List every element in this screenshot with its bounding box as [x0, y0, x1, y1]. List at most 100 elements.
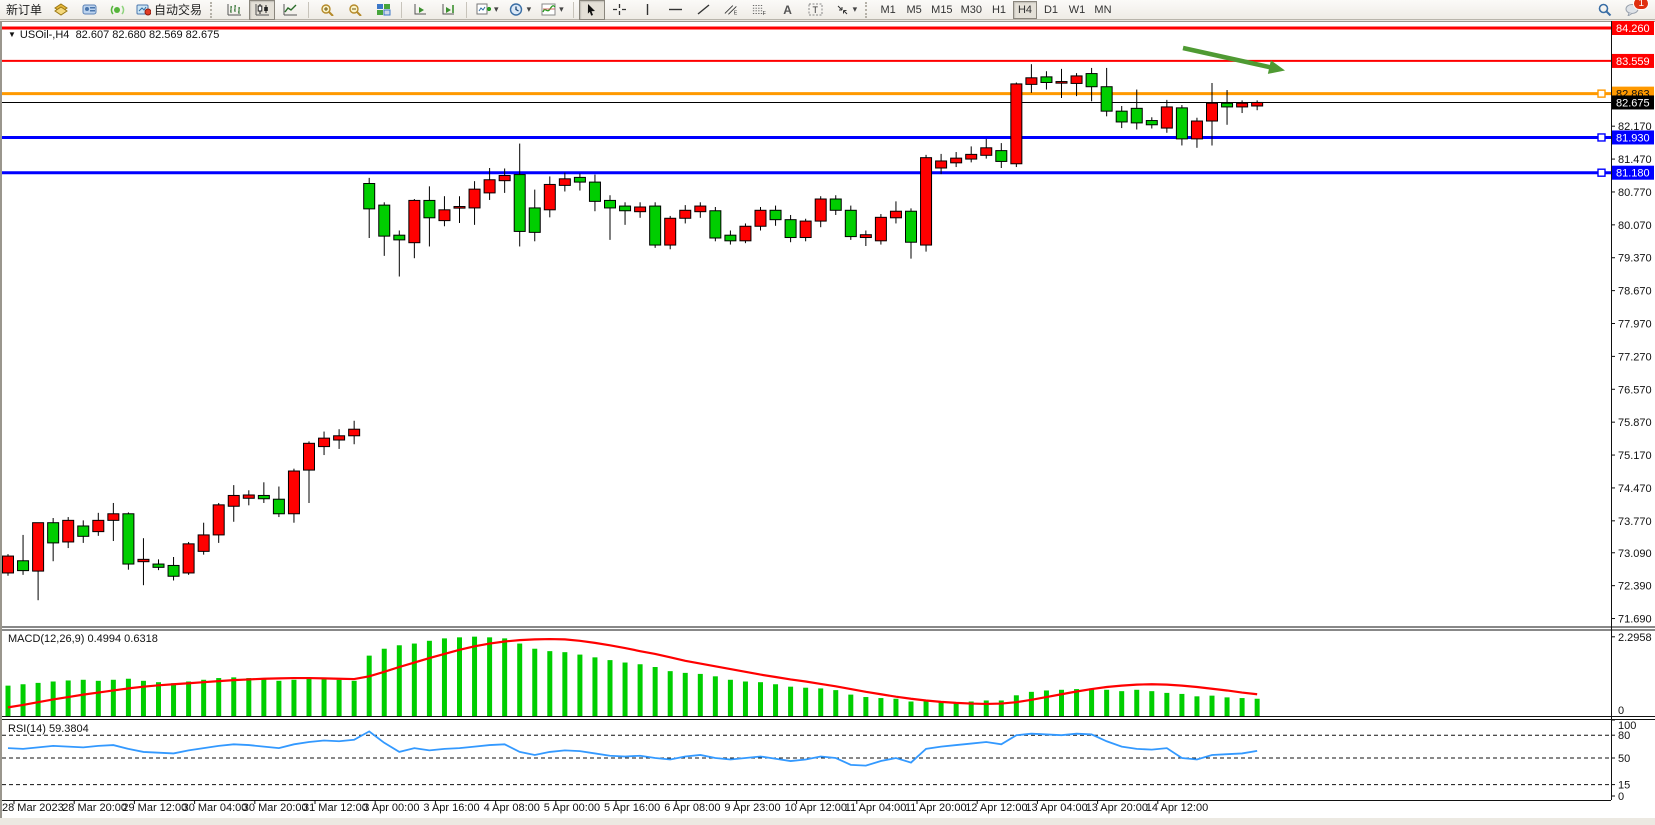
line-handle[interactable] — [1597, 168, 1606, 177]
time-axis-label: 28 Mar 2023 — [2, 802, 64, 814]
price-axis-label: 77.270 — [1618, 351, 1652, 363]
time-axis-label: 30 Mar 04:00 — [183, 802, 248, 814]
fibonacci-icon[interactable]: F — [747, 0, 773, 20]
text-icon[interactable]: A — [783, 2, 792, 17]
search-icon[interactable] — [1591, 0, 1617, 20]
timeframe-m30[interactable]: M30 — [958, 1, 985, 19]
trendline-icon[interactable] — [691, 0, 717, 20]
time-axis-label: 13 Apr 04:00 — [1025, 802, 1087, 814]
cursor-icon[interactable] — [578, 0, 605, 20]
chat-button[interactable]: 1 — [1619, 0, 1649, 20]
indicators-button[interactable]: ▾ — [537, 0, 568, 20]
timeframe-m15[interactable]: M15 — [928, 1, 955, 19]
rsi-scale-label: 80 — [1618, 730, 1630, 742]
time-axis-label: 3 Apr 00:00 — [363, 802, 419, 814]
zoom-out-icon[interactable] — [342, 0, 368, 20]
macd-scale-max: 2.2958 — [1618, 632, 1652, 644]
time-axis-label: 14 Apr 12:00 — [1146, 802, 1208, 814]
new-order-button[interactable]: 新订单 — [2, 1, 46, 19]
price-axis-label: 77.970 — [1618, 319, 1652, 331]
chart-window[interactable]: 82.170 81.470 80.770 80.070 79.370 78.670 77.9… — [0, 21, 1655, 818]
arrows-icon[interactable]: ▾ — [831, 0, 862, 20]
rsi-pane — [2, 730, 1611, 786]
chart-title: ▼ USOil-,H4 82.607 82.680 82.569 82.675 — [8, 29, 219, 41]
chart-shift-icon[interactable] — [435, 0, 461, 20]
signals-icon[interactable] — [104, 0, 130, 20]
tile-windows-icon[interactable] — [370, 0, 396, 20]
macd-scale-zero: 0 — [1618, 705, 1624, 717]
price-level-badge: 81.930 — [1616, 132, 1650, 144]
time-axis-label: 31 Mar 12:00 — [303, 802, 368, 814]
candlestick-chart-icon[interactable] — [249, 0, 276, 20]
time-axis-label: 5 Apr 16:00 — [604, 802, 660, 814]
price-axis-label: 73.090 — [1618, 548, 1652, 560]
bar-chart-icon[interactable] — [221, 0, 247, 20]
macd-pane — [5, 636, 1260, 716]
timeframe-w1[interactable]: W1 — [1065, 1, 1089, 19]
price-axis-label: 75.870 — [1618, 417, 1652, 429]
new-chart-button[interactable]: ▾ — [472, 0, 503, 20]
price-level-badge: 83.559 — [1616, 56, 1650, 68]
text-label-icon[interactable]: T — [803, 0, 829, 20]
toolbar-grip — [865, 1, 872, 18]
horizontal-line-icon[interactable] — [663, 0, 689, 20]
toolbar-separator — [401, 1, 403, 18]
rsi-indicator-label: RSI(14) 59.3804 — [8, 723, 89, 735]
line-chart-icon[interactable] — [277, 0, 303, 20]
zoom-in-icon[interactable] — [314, 0, 340, 20]
timeframe-mn[interactable]: MN — [1091, 1, 1115, 19]
svg-text:F: F — [763, 11, 767, 16]
time-axis-label: 28 Mar 20:00 — [62, 802, 127, 814]
svg-text:E: E — [734, 10, 738, 16]
equidistant-channel-icon[interactable]: E — [719, 0, 745, 20]
timeframe-h4[interactable]: H4 — [1012, 0, 1037, 19]
notification-badge: 1 — [1633, 0, 1649, 10]
trend-arrow[interactable] — [1182, 45, 1285, 74]
time-axis-label: 9 Apr 23:00 — [724, 802, 780, 814]
price-level-badge: 81.180 — [1616, 168, 1650, 180]
time-axis-label: 11 Apr 20:00 — [905, 802, 967, 814]
price-axis-label: 76.570 — [1618, 384, 1652, 396]
price-chart-canvas[interactable]: 82.170 81.470 80.770 80.070 79.370 78.670 77.9… — [0, 21, 1655, 818]
timeframe-m1[interactable]: M1 — [876, 1, 900, 19]
price-axis-label: 75.170 — [1618, 450, 1652, 462]
time-axis-label: 3 Apr 16:00 — [423, 802, 479, 814]
rsi-scale-label: 15 — [1618, 780, 1630, 792]
vertical-line-icon[interactable] — [635, 0, 661, 20]
chart-menu-triangle-icon[interactable]: ▼ — [8, 30, 16, 39]
price-axis-label: 80.770 — [1618, 187, 1652, 199]
timeframe-m5[interactable]: M5 — [902, 1, 926, 19]
price-axis-label: 79.370 — [1618, 253, 1652, 265]
time-axis-label: 10 Apr 12:00 — [785, 802, 847, 814]
price-level-badge: 84.260 — [1616, 23, 1650, 35]
svg-text:T: T — [813, 5, 819, 15]
auto-scroll-icon[interactable] — [407, 0, 433, 20]
bid-price-badge: 82.675 — [1616, 97, 1650, 109]
timeframe-d1[interactable]: D1 — [1039, 1, 1063, 19]
rsi-scale-label: 50 — [1618, 753, 1630, 765]
price-axis-label: 73.770 — [1618, 516, 1652, 528]
line-handle[interactable] — [1597, 133, 1606, 142]
price-axis-label: 72.390 — [1618, 581, 1652, 593]
toolbar-grip — [210, 1, 217, 18]
profiles-clock-button[interactable]: ▾ — [505, 0, 536, 20]
crosshair-icon[interactable] — [607, 0, 633, 20]
symbols-icon[interactable] — [48, 0, 74, 20]
auto-trading-button[interactable]: 自动交易 — [132, 1, 206, 19]
price-axis-label: 80.070 — [1618, 220, 1652, 232]
line-handle[interactable] — [1597, 89, 1606, 98]
timeframe-h1[interactable]: H1 — [987, 1, 1011, 19]
time-axis-label: 29 Mar 12:00 — [122, 802, 187, 814]
market-watch-icon[interactable] — [76, 0, 102, 20]
time-axis-label: 5 Apr 00:00 — [544, 802, 600, 814]
price-axis-label: 82.170 — [1618, 121, 1652, 133]
macd-indicator-label: MACD(12,26,9) 0.4994 0.6318 — [8, 633, 158, 645]
chart-ohlc-readout: 82.607 82.680 82.569 82.675 — [75, 29, 220, 41]
price-axis-label: 74.470 — [1618, 483, 1652, 495]
chart-symbol-period: USOil-,H4 — [19, 29, 70, 41]
toolbar: 新订单 自动交易 ▾ ▾ — [0, 0, 1655, 20]
time-axis-label: 12 Apr 12:00 — [965, 802, 1027, 814]
price-axis-label: 78.670 — [1618, 286, 1652, 298]
time-axis-label: 11 Apr 04:00 — [845, 802, 907, 814]
auto-trading-label: 自动交易 — [154, 3, 203, 17]
